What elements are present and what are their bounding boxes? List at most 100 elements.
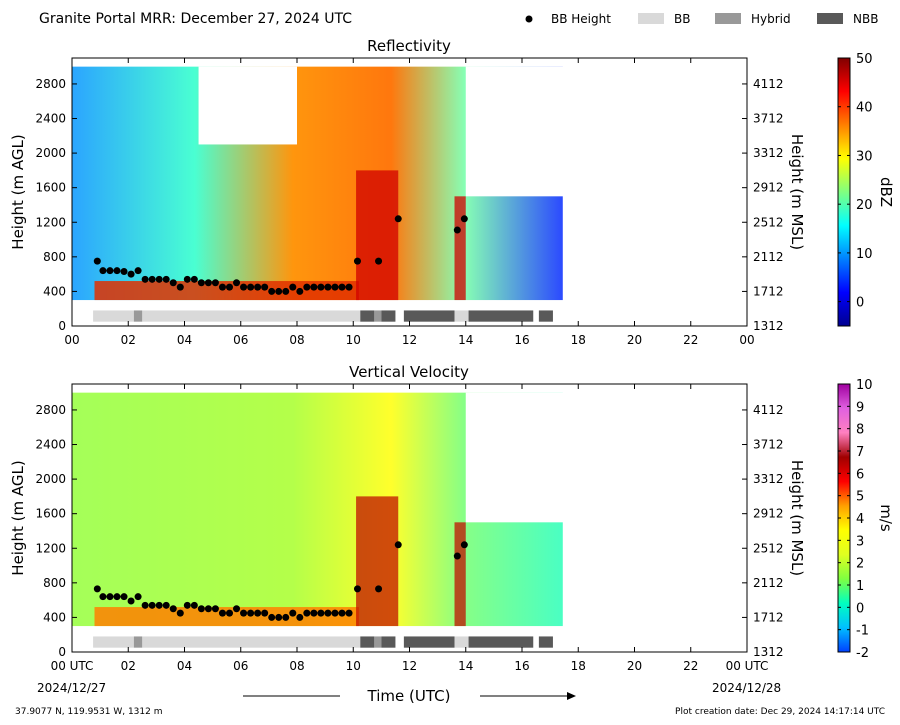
bb-height-point <box>240 609 248 617</box>
reflectivity-panel: Reflectivity 00 02 04 06 08 10 12 14 16 18 20 22 00 … <box>9 37 895 347</box>
reflectivity-ylabel-right: Height (m MSL) <box>788 134 806 250</box>
bb-height-point <box>233 279 241 287</box>
colorbar-tick-label: 4 <box>856 512 864 527</box>
bb-height-point <box>247 609 255 617</box>
y-tick-label: 1200 <box>35 215 66 229</box>
colorbar-tick-label: 20 <box>856 198 873 213</box>
colorbar-tick-label: 7 <box>856 445 864 460</box>
classification-segment-bb <box>93 310 134 322</box>
bb-height-point <box>254 609 262 617</box>
bb-height-point <box>226 283 233 291</box>
y-tick-label: 1600 <box>35 181 66 195</box>
classification-segment-nbb <box>468 310 534 322</box>
y-tick-right-label: 2512 <box>753 215 784 229</box>
colorbar-tick-label: 9 <box>856 400 864 415</box>
bb-height-point <box>113 593 121 601</box>
classification-segment-nbb <box>381 310 396 322</box>
bb-height-point <box>148 601 156 609</box>
classification-segment-nbb <box>538 636 553 648</box>
reflectivity-x-ticks: 00 02 04 06 08 10 12 14 16 18 20 22 00 <box>64 58 755 347</box>
legend-label: BB Height <box>551 12 611 26</box>
reflectivity-bb-points <box>93 215 468 295</box>
bb-height-point <box>282 287 290 295</box>
bb-height-point <box>204 279 212 287</box>
bb-height-point <box>176 283 184 291</box>
x-tick-label: 00 <box>739 333 754 347</box>
bb-height-point <box>331 283 339 291</box>
bb-height-point <box>268 287 276 295</box>
bb-height-point <box>190 275 198 283</box>
x-tick-label: 00 UTC <box>726 659 769 673</box>
bb-height-point <box>134 267 142 275</box>
y-tick-right-label: 1312 <box>753 645 784 659</box>
bb-height-point <box>106 593 114 601</box>
bb-height-point <box>275 613 283 621</box>
vertical-velocity-panel: Vertical Velocity 00 UTC 02 04 06 08 10 12 14 16… <box>9 363 895 673</box>
x-tick-label: 02 <box>121 333 136 347</box>
classification-segment-bb <box>454 636 469 648</box>
y-tick-right-label: 2512 <box>753 541 784 555</box>
legend-item-bb: BB <box>638 12 690 26</box>
classification-segment-hybrid <box>374 636 382 648</box>
bb-height-point <box>233 605 241 613</box>
bb-height-point <box>155 275 163 283</box>
bb-height-point <box>169 279 177 287</box>
x-tick-label: 18 <box>571 659 586 673</box>
vertical-velocity-classification-bar <box>93 636 553 648</box>
vertical-velocity-y-ticks-left: 0 400 800 1200 1600 2000 2400 2800 <box>35 403 77 659</box>
x-axis-label: Time (UTC) <box>367 687 451 705</box>
y-tick-label: 400 <box>43 610 66 624</box>
bb-height-point <box>296 613 304 621</box>
x-tick-label: 00 UTC <box>51 659 94 673</box>
reflectivity-classification-bar <box>93 310 553 322</box>
classification-segment-hybrid <box>133 636 143 648</box>
bb-height-point <box>93 585 101 593</box>
bb-height-point <box>375 585 383 593</box>
colorbar-tick-label: 8 <box>856 423 864 438</box>
bb-height-point <box>106 267 114 275</box>
bb-height-point <box>226 609 233 617</box>
colorbar-tick-label: 1 <box>856 579 864 594</box>
bb-height-point <box>331 609 339 617</box>
colorbar-tick-label: 40 <box>856 101 873 116</box>
classification-segment-nbb <box>360 636 375 648</box>
bb-height-point <box>317 283 325 291</box>
bb-height-point <box>303 283 311 291</box>
y-tick-right-label: 2912 <box>753 181 784 195</box>
vertical-velocity-heatmap <box>72 392 565 627</box>
x-tick-label: 16 <box>514 659 529 673</box>
legend-dot-icon <box>525 15 533 23</box>
x-tick-label: 04 <box>177 659 192 673</box>
bb-height-point <box>460 215 468 223</box>
colorbar-tick-label: 3 <box>856 534 864 549</box>
bb-height-point <box>275 287 283 295</box>
bb-height-point <box>183 601 191 609</box>
colorbar-tick-label: -1 <box>856 624 869 639</box>
bb-height-point <box>282 613 290 621</box>
vertical-velocity-core <box>356 496 399 627</box>
classification-segment-hybrid <box>133 310 143 322</box>
vertical-velocity-core <box>454 522 466 627</box>
vertical-velocity-y-ticks-right: 1312 1712 2112 2512 2912 3312 3712 4112 <box>742 403 784 659</box>
bb-height-point <box>218 283 226 291</box>
x-tick-label: 08 <box>289 659 304 673</box>
y-tick-right-label: 2912 <box>753 507 784 521</box>
x-tick-label: 18 <box>571 333 586 347</box>
bb-height-point <box>394 541 402 549</box>
colorbar-tick-label: 2 <box>856 557 864 572</box>
bb-height-point <box>345 609 353 617</box>
bb-height-point <box>169 605 177 613</box>
bb-height-point <box>197 605 205 613</box>
bb-height-point <box>99 267 107 275</box>
bb-height-point <box>296 287 304 295</box>
bb-height-point <box>120 593 128 601</box>
bb-height-point <box>93 257 101 265</box>
vertical-velocity-ylabel-right: Height (m MSL) <box>788 460 806 576</box>
bb-height-point <box>127 270 135 278</box>
date-start: 2024/12/27 <box>37 681 106 695</box>
classification-segment-hybrid <box>374 310 382 322</box>
x-tick-label: 22 <box>683 333 698 347</box>
colorbar-tick-label: 0 <box>856 601 864 616</box>
colorbar-tick-label: 5 <box>856 490 864 505</box>
legend-item-nbb: NBB <box>817 12 878 26</box>
